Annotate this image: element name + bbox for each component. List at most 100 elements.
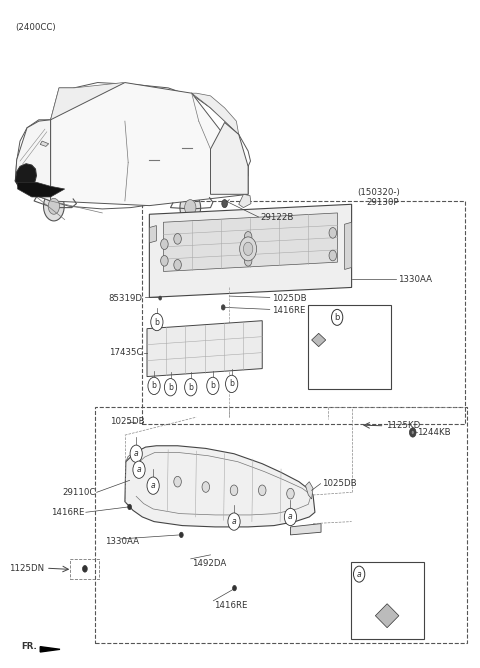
Circle shape: [174, 234, 181, 244]
Circle shape: [207, 377, 219, 395]
Circle shape: [284, 508, 297, 526]
Circle shape: [128, 504, 132, 510]
Circle shape: [409, 428, 416, 437]
Polygon shape: [50, 83, 125, 120]
Text: (150320-): (150320-): [357, 188, 400, 198]
Circle shape: [185, 379, 197, 396]
Polygon shape: [375, 604, 399, 628]
Polygon shape: [147, 321, 262, 377]
Circle shape: [180, 193, 201, 222]
Circle shape: [161, 255, 168, 266]
Text: b: b: [229, 379, 234, 388]
Circle shape: [230, 485, 238, 496]
Circle shape: [185, 200, 196, 216]
Circle shape: [44, 192, 64, 221]
Circle shape: [329, 250, 336, 261]
Polygon shape: [149, 204, 352, 297]
Text: a: a: [232, 517, 236, 526]
Circle shape: [161, 239, 168, 250]
Polygon shape: [40, 141, 48, 146]
Text: b: b: [152, 381, 156, 390]
Circle shape: [353, 566, 365, 582]
Text: FR.: FR.: [22, 642, 37, 651]
Bar: [142, 201, 465, 424]
Text: 1330AA: 1330AA: [105, 537, 139, 546]
Polygon shape: [312, 333, 326, 347]
Circle shape: [174, 259, 181, 270]
Circle shape: [411, 430, 414, 434]
Circle shape: [243, 242, 253, 255]
Text: b: b: [155, 317, 159, 327]
Text: 82442: 82442: [370, 570, 397, 578]
Circle shape: [258, 485, 266, 496]
Polygon shape: [18, 182, 65, 197]
Text: b: b: [210, 381, 216, 390]
Polygon shape: [192, 94, 239, 134]
Text: 82442: 82442: [331, 335, 359, 345]
Polygon shape: [290, 524, 321, 535]
Text: a: a: [288, 512, 293, 522]
Text: 29122B: 29122B: [260, 213, 293, 222]
Circle shape: [221, 305, 225, 310]
Circle shape: [147, 477, 159, 494]
Text: 17435C: 17435C: [109, 348, 142, 357]
Text: 1416RE: 1416RE: [51, 508, 84, 517]
Circle shape: [233, 585, 236, 591]
Polygon shape: [15, 164, 36, 189]
Circle shape: [244, 232, 252, 242]
Circle shape: [83, 566, 87, 572]
Circle shape: [151, 313, 163, 331]
Polygon shape: [164, 213, 337, 271]
Text: 29110C: 29110C: [62, 488, 95, 497]
Text: 1125KD: 1125KD: [386, 422, 420, 430]
Circle shape: [228, 513, 240, 530]
Text: 1125DN: 1125DN: [9, 564, 44, 572]
Polygon shape: [305, 482, 313, 499]
Text: a: a: [357, 570, 361, 578]
Circle shape: [244, 255, 252, 266]
Text: a: a: [137, 465, 141, 474]
Bar: [351, 562, 423, 639]
Circle shape: [159, 296, 162, 300]
Circle shape: [287, 488, 294, 499]
Bar: [308, 305, 391, 389]
Text: b: b: [168, 383, 173, 391]
Text: 1249PN: 1249PN: [326, 367, 360, 376]
Polygon shape: [211, 122, 248, 194]
Circle shape: [332, 309, 343, 325]
Text: 1025DB: 1025DB: [323, 479, 357, 488]
Text: 1416RE: 1416RE: [272, 305, 305, 315]
Polygon shape: [125, 446, 315, 527]
Polygon shape: [15, 120, 50, 201]
Text: b: b: [335, 313, 340, 322]
Text: (2400CC): (2400CC): [15, 23, 56, 31]
Polygon shape: [239, 194, 251, 208]
Text: a: a: [151, 481, 156, 490]
Circle shape: [180, 532, 183, 538]
Circle shape: [174, 476, 181, 487]
Text: a: a: [134, 450, 139, 458]
Text: 1330AA: 1330AA: [398, 275, 432, 284]
Circle shape: [130, 445, 142, 462]
Bar: [71, 559, 98, 578]
Polygon shape: [345, 222, 352, 269]
Text: 85319D: 85319D: [109, 293, 143, 303]
Circle shape: [202, 482, 210, 492]
Text: 1416RE: 1416RE: [214, 601, 248, 610]
Bar: [95, 407, 467, 643]
Circle shape: [222, 200, 228, 208]
Text: b: b: [188, 383, 193, 391]
Circle shape: [165, 379, 177, 396]
Text: 1025DB: 1025DB: [110, 418, 144, 426]
Circle shape: [48, 198, 60, 214]
Text: 1330AA: 1330AA: [326, 351, 360, 361]
Polygon shape: [40, 647, 60, 652]
Text: 1025DB: 1025DB: [272, 293, 306, 303]
Text: 1492DA: 1492DA: [192, 559, 226, 568]
Text: 29130P: 29130P: [367, 198, 399, 207]
Circle shape: [133, 461, 145, 478]
Circle shape: [329, 228, 336, 238]
Circle shape: [148, 377, 160, 395]
Polygon shape: [50, 83, 248, 206]
Text: 1244KB: 1244KB: [418, 428, 451, 437]
